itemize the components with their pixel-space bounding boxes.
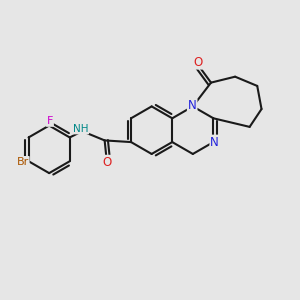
Text: Br: Br: [16, 157, 29, 167]
Text: F: F: [46, 116, 53, 126]
Text: N: N: [210, 136, 219, 148]
Text: NH: NH: [73, 124, 88, 134]
Text: O: O: [102, 156, 111, 169]
Text: O: O: [193, 56, 203, 69]
Text: N: N: [188, 99, 197, 112]
